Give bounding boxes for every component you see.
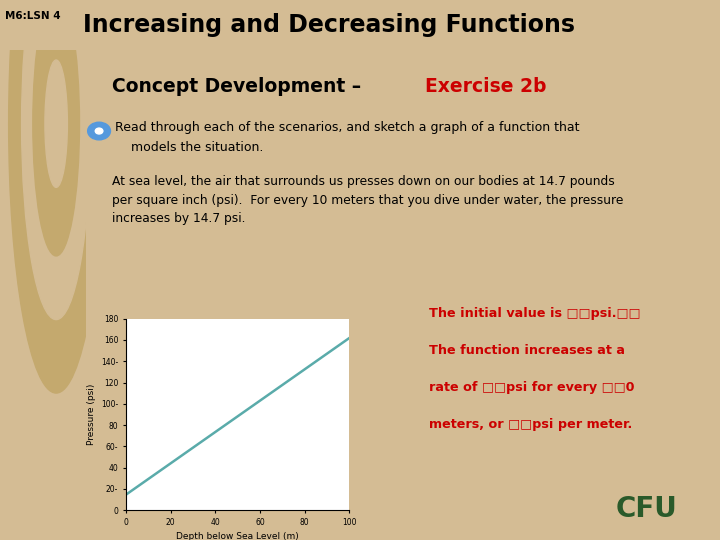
Text: rate of □□psi for every □□0: rate of □□psi for every □□0 [428,381,634,394]
X-axis label: Depth below Sea Level (m): Depth below Sea Level (m) [176,532,299,540]
Y-axis label: Pressure (psi): Pressure (psi) [86,384,96,445]
Text: models the situation.: models the situation. [115,141,264,154]
Text: At sea level, the air that surrounds us presses down on our bodies at 14.7 pound: At sea level, the air that surrounds us … [112,175,623,225]
Circle shape [95,128,103,134]
Text: CFU: CFU [616,495,677,523]
Text: Concept Development –: Concept Development – [112,77,367,96]
Text: M6:LSN 4: M6:LSN 4 [5,11,60,21]
Text: Exercise 2b: Exercise 2b [426,77,547,96]
Circle shape [45,60,68,187]
Text: Increasing and Decreasing Functions: Increasing and Decreasing Functions [83,13,575,37]
Text: Read through each of the scenarios, and sketch a graph of a function that: Read through each of the scenarios, and … [115,122,580,134]
Circle shape [88,122,110,140]
Text: The function increases at a: The function increases at a [428,344,624,357]
Text: The initial value is □□psi.□□: The initial value is □□psi.□□ [428,307,640,320]
Circle shape [33,0,79,256]
Circle shape [22,0,91,320]
Circle shape [9,0,104,393]
Text: meters, or □□psi per meter.: meters, or □□psi per meter. [428,417,631,430]
